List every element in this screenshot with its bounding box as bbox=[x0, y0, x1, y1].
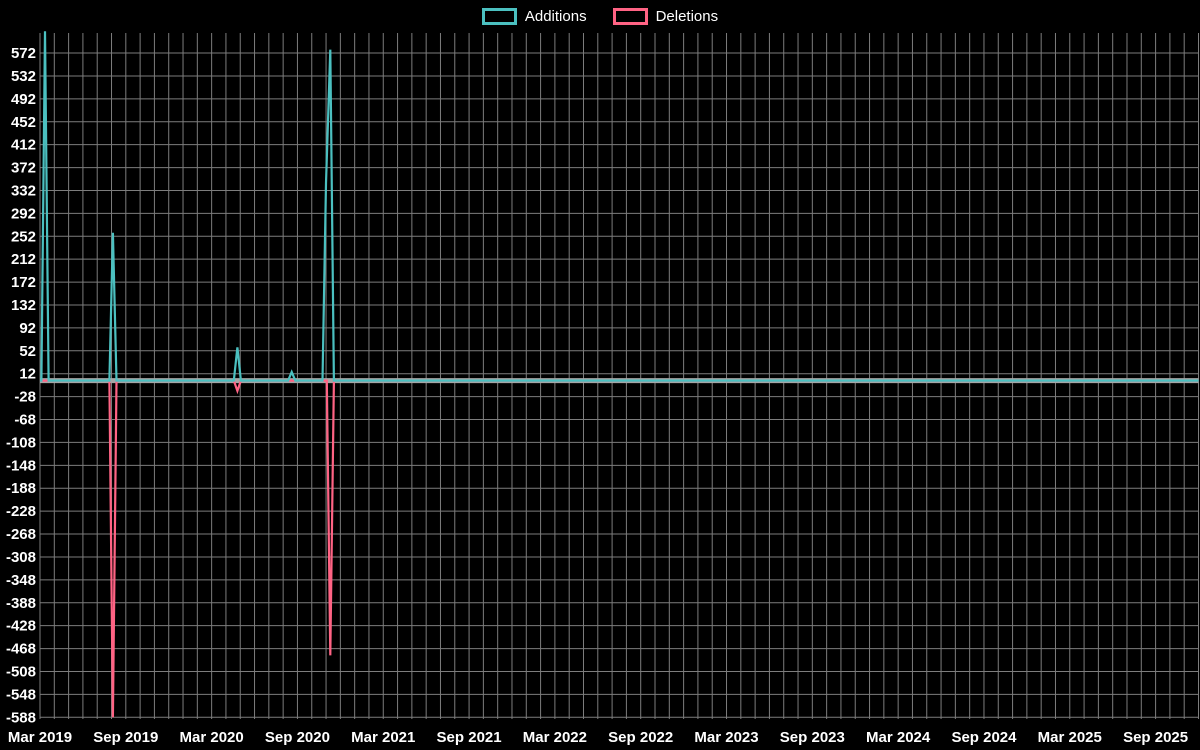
x-tick-label: Mar 2021 bbox=[351, 729, 415, 746]
y-tick-label: -28 bbox=[14, 389, 36, 406]
deletions-swatch-icon bbox=[612, 8, 648, 25]
y-tick-label: 252 bbox=[11, 228, 36, 245]
y-tick-label: -268 bbox=[6, 526, 36, 543]
additions-line bbox=[40, 31, 1199, 382]
y-tick-label: 172 bbox=[11, 274, 36, 291]
y-tick-label: 132 bbox=[11, 297, 36, 314]
x-tick-label: Sep 2020 bbox=[265, 729, 330, 746]
y-tick-label: -468 bbox=[6, 641, 36, 658]
y-tick-label: -428 bbox=[6, 618, 36, 635]
y-tick-label: -348 bbox=[6, 572, 36, 589]
y-tick-label: -228 bbox=[6, 503, 36, 520]
y-tick-label: 572 bbox=[11, 45, 36, 62]
y-tick-label: 412 bbox=[11, 137, 36, 154]
y-tick-label: -108 bbox=[6, 434, 36, 451]
y-tick-label: 212 bbox=[11, 251, 36, 268]
x-tick-label: Sep 2025 bbox=[1123, 729, 1188, 746]
y-tick-label: -308 bbox=[6, 549, 36, 566]
legend-item-deletions[interactable]: Deletions bbox=[612, 8, 719, 25]
y-tick-label: 92 bbox=[19, 320, 36, 337]
y-tick-label: 492 bbox=[11, 91, 36, 108]
y-tick-label: -148 bbox=[6, 457, 36, 474]
x-tick-label: Mar 2020 bbox=[180, 729, 244, 746]
x-tick-label: Sep 2024 bbox=[951, 729, 1017, 746]
x-tick-label: Sep 2022 bbox=[608, 729, 673, 746]
y-tick-label: -588 bbox=[6, 709, 36, 726]
y-tick-label: 332 bbox=[11, 182, 36, 199]
additions-swatch-icon bbox=[481, 8, 517, 25]
y-tick-label: -388 bbox=[6, 595, 36, 612]
x-tick-label: Mar 2024 bbox=[866, 729, 931, 746]
y-tick-label: -188 bbox=[6, 480, 36, 497]
legend-label-deletions: Deletions bbox=[655, 8, 719, 25]
y-tick-label: -68 bbox=[14, 412, 36, 429]
legend-item-additions[interactable]: Additions bbox=[481, 8, 587, 25]
x-tick-label: Sep 2023 bbox=[780, 729, 845, 746]
x-tick-label: Sep 2019 bbox=[93, 729, 158, 746]
y-tick-label: 372 bbox=[11, 160, 36, 177]
chart-legend: Additions Deletions bbox=[0, 8, 1200, 25]
y-tick-label: 532 bbox=[11, 68, 36, 85]
x-tick-label: Mar 2025 bbox=[1038, 729, 1102, 746]
x-tick-label: Mar 2022 bbox=[523, 729, 587, 746]
y-tick-label: 452 bbox=[11, 114, 36, 131]
x-tick-label: Sep 2021 bbox=[437, 729, 502, 746]
x-tick-label: Mar 2023 bbox=[694, 729, 758, 746]
deletions-line bbox=[40, 379, 1199, 718]
x-tick-label: Mar 2019 bbox=[8, 729, 72, 746]
y-tick-label: 12 bbox=[19, 366, 36, 383]
y-tick-label: -508 bbox=[6, 663, 36, 680]
y-tick-label: -548 bbox=[6, 686, 36, 703]
y-tick-label: 292 bbox=[11, 205, 36, 222]
legend-label-additions: Additions bbox=[524, 8, 587, 25]
y-tick-label: 52 bbox=[19, 343, 36, 360]
